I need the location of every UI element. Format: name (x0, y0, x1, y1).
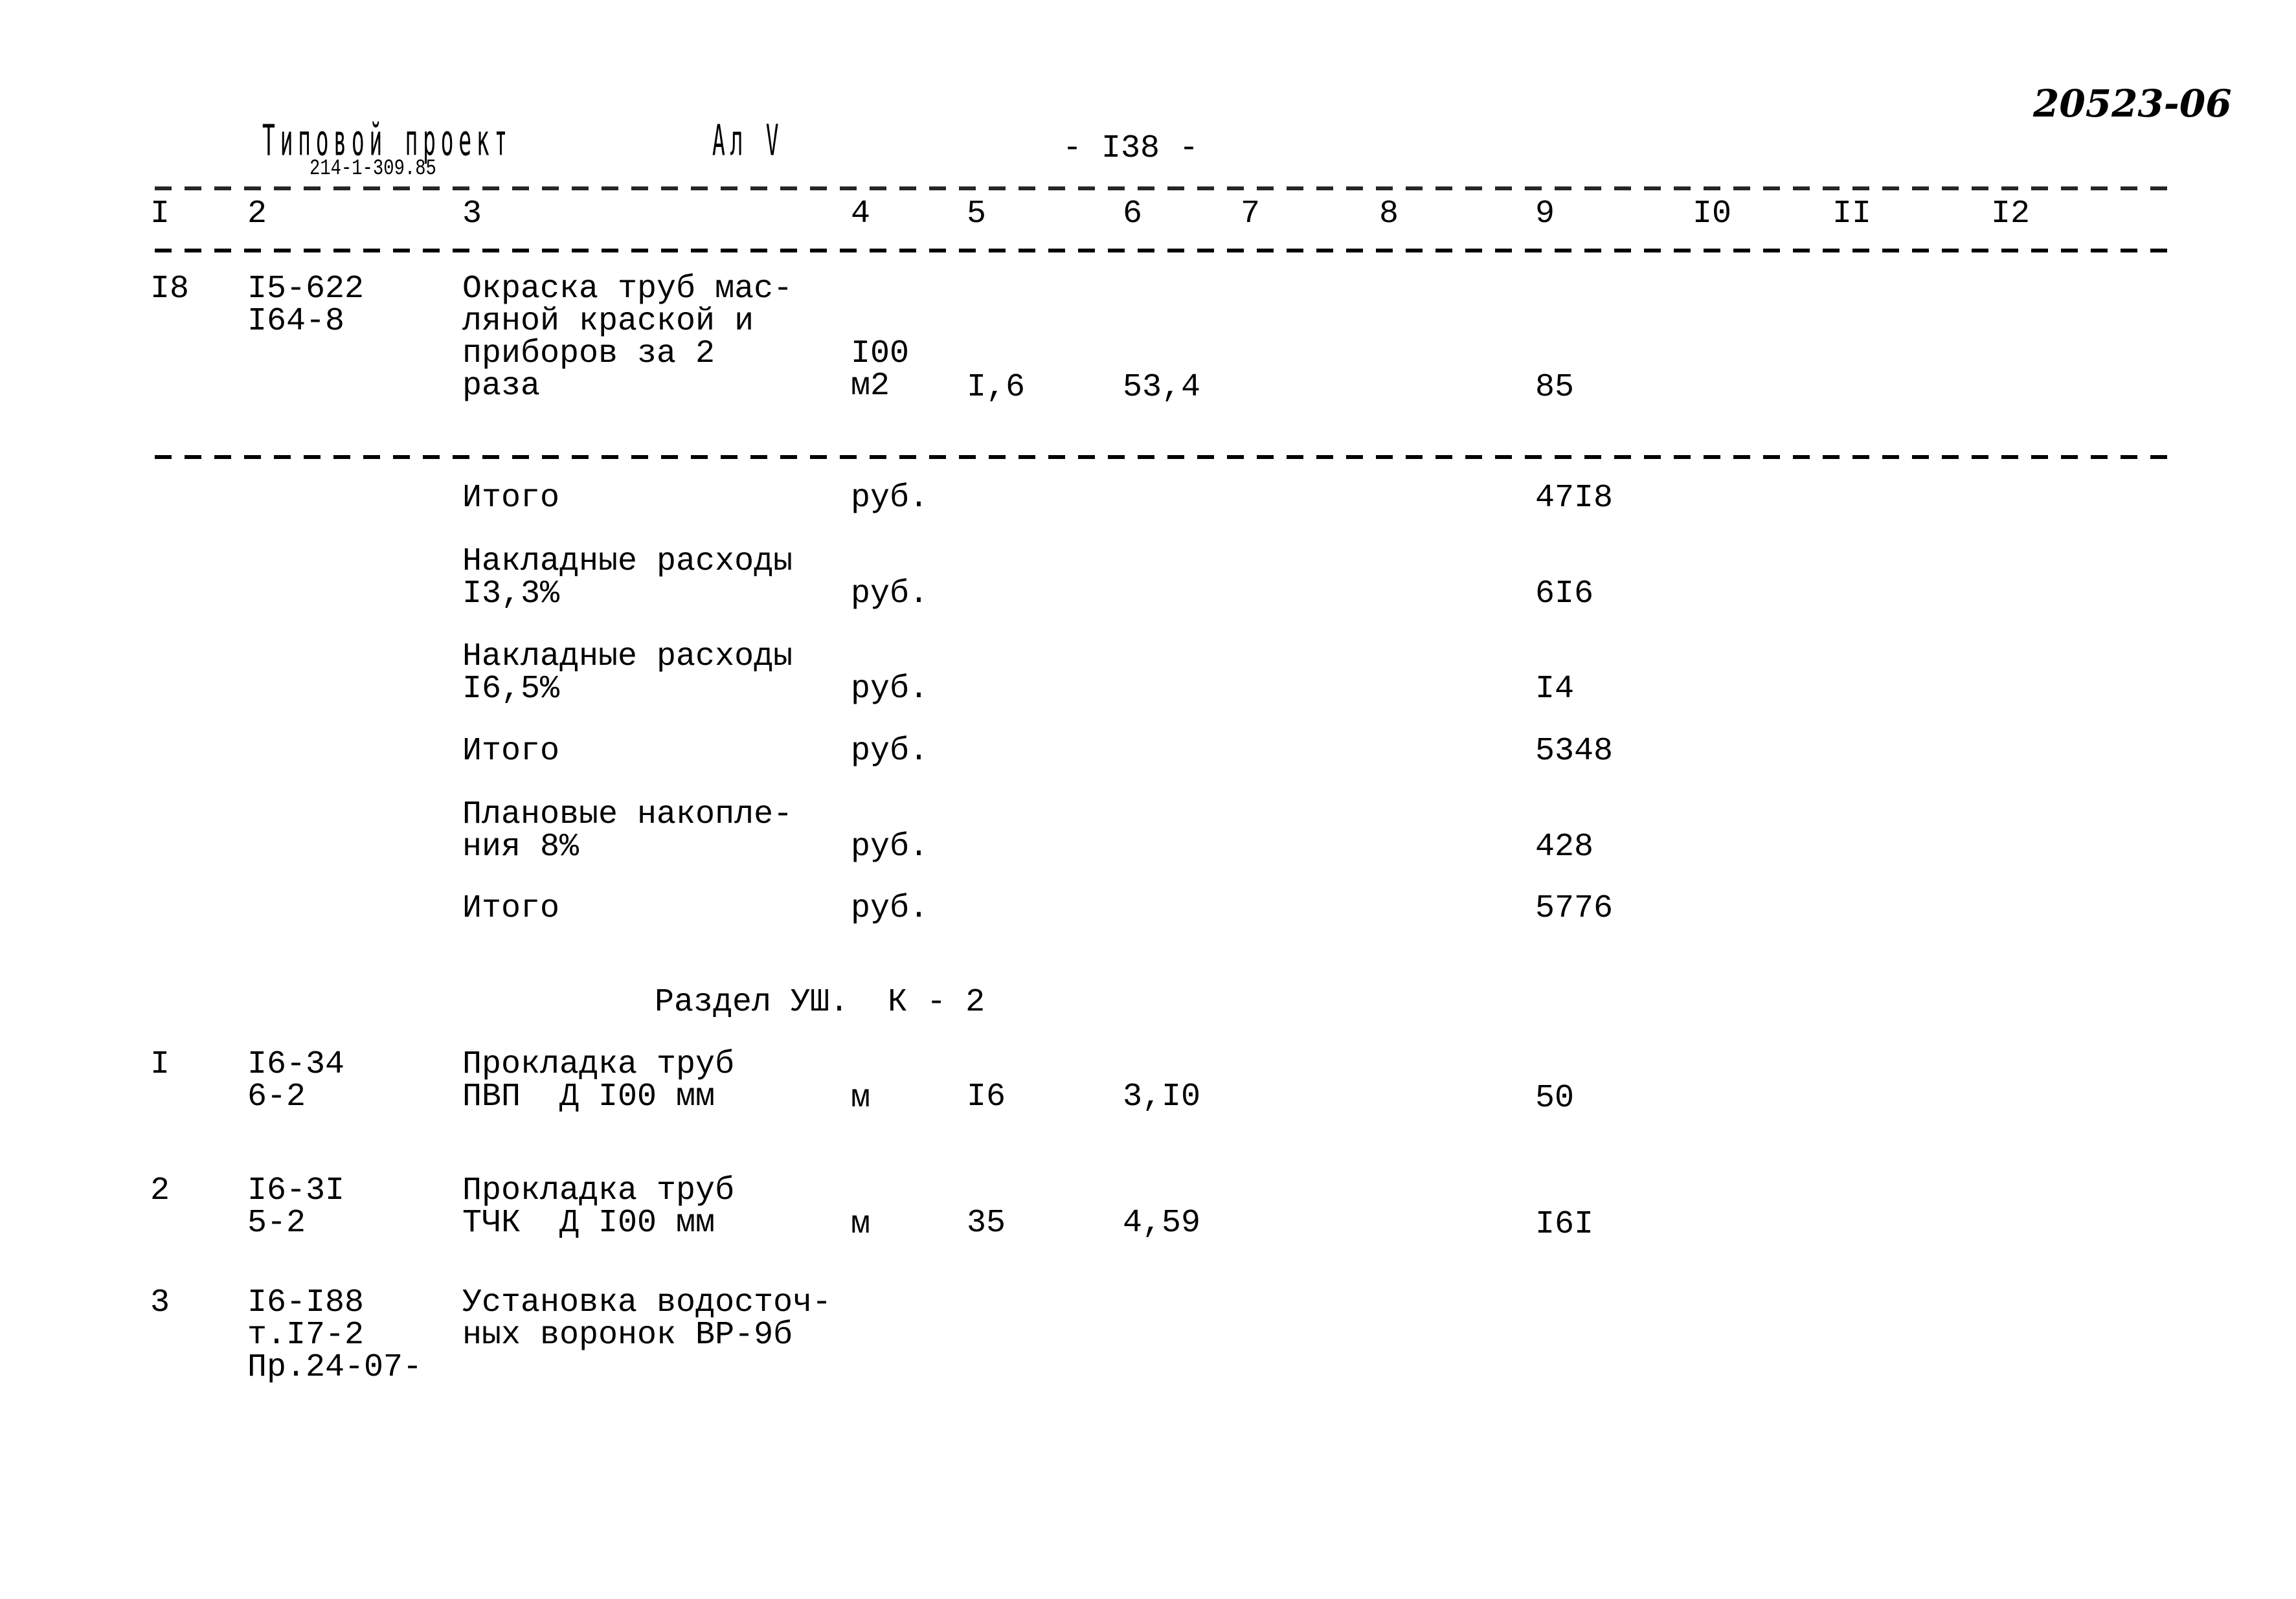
code-line: I64-8 (247, 303, 345, 340)
row-quantity: I,6 (967, 369, 1026, 406)
summary-unit: руб. (851, 829, 929, 866)
code-line: 5-2 (247, 1205, 306, 1242)
summary-unit: руб. (851, 671, 929, 708)
col-header-6: 6 (1123, 196, 1143, 232)
summary-value: 5776 (1535, 890, 1614, 927)
summary-unit: руб. (851, 733, 929, 770)
row-number: I8 (150, 271, 190, 308)
row-total: 85 (1535, 369, 1575, 406)
code-line: I6-I88 (247, 1284, 365, 1321)
description-line: ных воронок ВР-9б (462, 1317, 793, 1354)
description-line: ПВП Д I00 мм (462, 1079, 715, 1115)
row-unit: I00 м2 (851, 338, 909, 403)
handwritten-code: 20523-06 (2033, 82, 2232, 126)
description-line: ляной краской и (462, 303, 754, 340)
summary-unit: руб. (851, 890, 929, 927)
row-total: I6I (1535, 1206, 1594, 1243)
divider (155, 455, 2171, 459)
row-number: I (150, 1046, 170, 1083)
row-price: 4,59 (1123, 1205, 1201, 1242)
label-line: Накладные расходы (462, 638, 793, 675)
description-line: Прокладка труб (462, 1046, 735, 1083)
col-header-10: I0 (1693, 196, 1732, 232)
summary-label: Накладные расходы I6,5% (462, 641, 793, 706)
col-header-1: I (150, 196, 170, 232)
divider (155, 186, 2171, 190)
code-line: I6-3I (247, 1172, 345, 1209)
description-line: раза (462, 368, 541, 405)
row-description: Окраска труб мас- ляной краской и прибор… (462, 273, 793, 403)
summary-label: Итого (462, 733, 560, 770)
row-quantity: I6 (967, 1079, 1006, 1115)
col-header-3: 3 (462, 196, 482, 232)
row-total: 50 (1535, 1080, 1575, 1117)
description-line: Прокладка труб (462, 1172, 735, 1209)
label-line: Накладные расходы (462, 543, 793, 580)
row-code: I5-622 I64-8 (247, 273, 364, 338)
description-line: Установка водосточ- (462, 1284, 832, 1321)
code-line: I5-622 (247, 271, 365, 308)
col-header-8: 8 (1379, 196, 1399, 232)
summary-label: Плановые накопле- ния 8% (462, 799, 793, 864)
description-line: ТЧК Д I00 мм (462, 1205, 715, 1242)
divider (155, 249, 2171, 252)
summary-value: 5348 (1535, 733, 1614, 770)
summary-value: I4 (1535, 671, 1575, 708)
label-line: ния 8% (462, 829, 580, 866)
code-line: Пр.24-07- (247, 1349, 423, 1386)
album-label: Ал V (712, 116, 784, 166)
row-number: 2 (150, 1172, 170, 1209)
row-code: I6-3I 5-2 (247, 1175, 344, 1240)
summary-label: Итого (462, 890, 560, 927)
description-line: приборов за 2 (462, 335, 715, 372)
summary-label: Итого (462, 480, 560, 517)
summary-value: 428 (1535, 829, 1594, 866)
label-line: I3,3% (462, 576, 560, 612)
summary-unit: руб. (851, 576, 929, 612)
code-line: т.I7-2 (247, 1317, 365, 1354)
col-header-2: 2 (247, 196, 267, 232)
row-unit: м (851, 1080, 871, 1117)
label-line: Плановые накопле- (462, 796, 793, 833)
row-quantity: 35 (967, 1205, 1006, 1242)
col-header-11: II (1832, 196, 1872, 232)
row-description: Установка водосточ- ных воронок ВР-9б (462, 1287, 831, 1352)
section-title: Раздел УШ. К - 2 (655, 984, 985, 1021)
summary-label: Накладные расходы I3,3% (462, 546, 793, 610)
row-code: I6-34 6-2 (247, 1049, 344, 1113)
row-code: I6-I88 т.I7-2 Пр.24-07- (247, 1287, 422, 1384)
row-number: 3 (150, 1284, 170, 1321)
project-title: Типовой проект (262, 116, 512, 166)
col-header-9: 9 (1535, 196, 1555, 232)
code-line: I6-34 (247, 1046, 345, 1083)
row-price: 53,4 (1123, 369, 1201, 406)
label-line: I6,5% (462, 671, 560, 708)
col-header-4: 4 (851, 196, 871, 232)
row-description: Прокладка труб ПВП Д I00 мм (462, 1049, 734, 1113)
col-header-7: 7 (1241, 196, 1261, 232)
summary-value: 47I8 (1535, 480, 1614, 517)
unit-line: I00 (851, 335, 910, 372)
summary-value: 6I6 (1535, 576, 1594, 612)
row-description: Прокладка труб ТЧК Д I00 мм (462, 1175, 734, 1240)
summary-unit: руб. (851, 480, 929, 517)
project-number: 214-1-309.85 (310, 157, 436, 181)
description-line: Окраска труб мас- (462, 271, 793, 308)
unit-line: м2 (851, 368, 890, 405)
code-line: 6-2 (247, 1079, 306, 1115)
row-unit: м (851, 1206, 871, 1243)
row-price: 3,I0 (1123, 1079, 1201, 1115)
col-header-5: 5 (967, 196, 987, 232)
page-number: - I38 - (1063, 130, 1199, 167)
col-header-12: I2 (1991, 196, 2031, 232)
